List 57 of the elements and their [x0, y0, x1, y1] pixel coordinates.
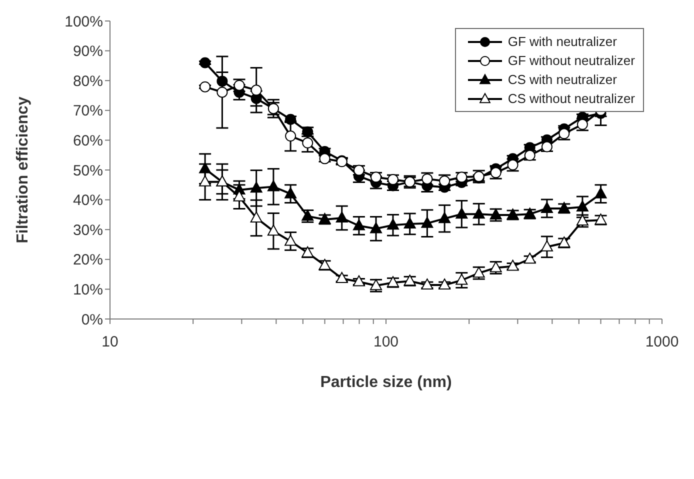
y-tick-label: 70% — [72, 102, 103, 120]
point — [336, 272, 348, 283]
point — [404, 217, 416, 228]
point — [336, 211, 348, 222]
point — [267, 180, 280, 192]
y-tick-label: 10% — [72, 282, 103, 299]
point — [284, 187, 297, 198]
point — [540, 240, 553, 252]
point — [199, 162, 212, 174]
point — [421, 278, 434, 290]
y-tick-label: 90% — [72, 43, 103, 60]
y-tick-label: 30% — [72, 222, 103, 239]
point — [438, 278, 451, 290]
point — [216, 76, 228, 87]
point — [456, 274, 468, 285]
point — [576, 200, 588, 212]
point — [216, 86, 228, 98]
point — [285, 130, 296, 142]
x-axis-title: Particle size (nm) — [320, 374, 452, 391]
legend-label: GF with neutralizer — [508, 34, 617, 49]
x-tick-label: 1000 — [645, 334, 679, 351]
y-tick-label: 80% — [72, 72, 103, 90]
point — [250, 84, 262, 96]
point — [267, 224, 280, 236]
point — [352, 275, 365, 286]
x-tick-label: 100 — [373, 334, 399, 351]
y-tick-label: 50% — [72, 162, 103, 180]
y-tick-label: 20% — [72, 252, 103, 269]
point — [386, 218, 399, 230]
point — [284, 234, 297, 246]
legend-label: CS with neutralizer — [508, 72, 617, 87]
point — [438, 212, 451, 224]
point — [250, 211, 262, 222]
y-tick-label: 100% — [64, 13, 103, 30]
point — [472, 208, 485, 219]
point — [200, 57, 211, 68]
point — [302, 137, 314, 148]
point — [506, 260, 519, 271]
x-tick-label: 10 — [102, 334, 118, 351]
point — [456, 208, 468, 219]
point — [524, 252, 536, 264]
point — [540, 202, 553, 213]
y-axis-title: Filtration efficiency — [14, 96, 32, 244]
y-tick-label: 40% — [72, 192, 103, 210]
point — [319, 153, 330, 164]
point — [200, 81, 211, 92]
y-tick-label: 0% — [81, 311, 103, 328]
point — [352, 219, 365, 230]
y-tick-label: 60% — [72, 132, 103, 150]
point — [490, 208, 502, 220]
legend-label: CS without neutralizer — [508, 91, 635, 106]
point — [421, 216, 434, 228]
point — [233, 190, 246, 202]
legend-label: GF without neutralizer — [508, 53, 635, 68]
point — [370, 222, 382, 234]
point — [199, 175, 212, 186]
point — [250, 182, 262, 193]
